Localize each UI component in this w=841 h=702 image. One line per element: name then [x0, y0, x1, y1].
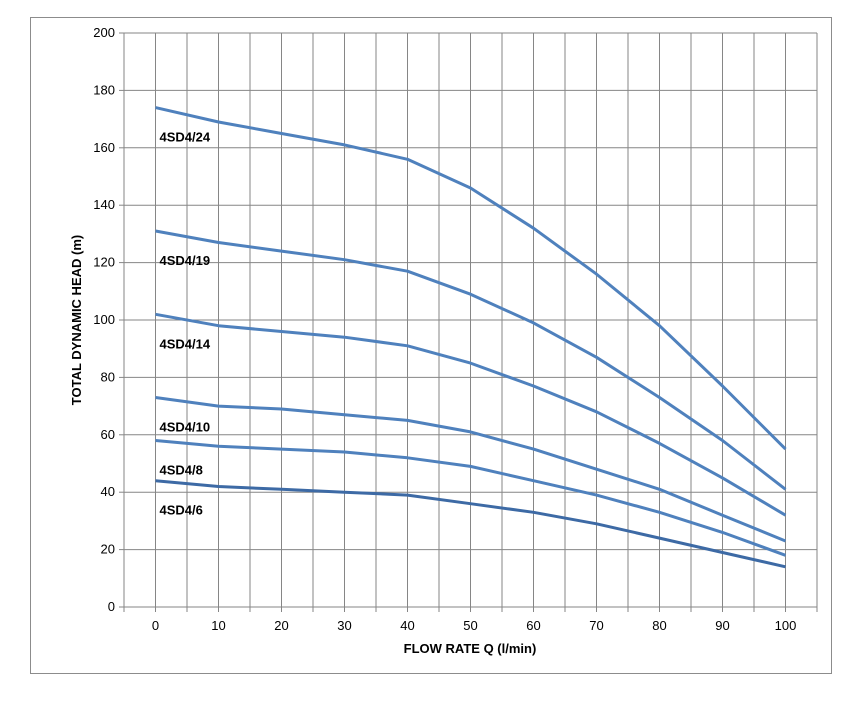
x-tick-label: 90	[715, 618, 729, 633]
series-lines	[155, 106, 787, 569]
x-tick-label: 80	[652, 618, 666, 633]
x-axis-title: FLOW RATE Q (l/min)	[404, 641, 537, 656]
y-tick-label: 140	[93, 197, 115, 212]
series-label: 4SD4/14	[160, 336, 211, 351]
x-tick-label: 20	[274, 618, 288, 633]
y-tick-label: 80	[101, 369, 115, 384]
x-tick-label: 0	[152, 618, 159, 633]
chart-area	[30, 17, 832, 674]
series-line	[155, 439, 787, 557]
series-line	[155, 106, 787, 451]
y-tick-label: 100	[93, 312, 115, 327]
series-label: 4SD4/10	[160, 419, 211, 434]
x-tick-label: 100	[775, 618, 797, 633]
x-tick-label: 60	[526, 618, 540, 633]
series-line	[155, 312, 787, 517]
series-line	[155, 479, 786, 569]
x-tick-label: 70	[589, 618, 603, 633]
series-label: 4SD4/8	[160, 463, 203, 478]
y-tick-label: 60	[101, 427, 115, 442]
y-tick-label: 160	[93, 140, 115, 155]
y-tick-label: 40	[101, 484, 115, 499]
x-tick-label: 40	[400, 618, 414, 633]
series-label: 4SD4/24	[160, 130, 211, 145]
y-tick-label: 120	[93, 255, 115, 270]
y-tick-label: 200	[93, 25, 115, 40]
axes: 0 20 40 60 80 100 120 140 160 180 200 0 10 20 30 40 50 60…	[93, 25, 818, 633]
x-tick-label: 50	[463, 618, 477, 633]
gridlines	[123, 32, 818, 608]
y-tick-label: 180	[93, 82, 115, 97]
y-axis-title: TOTAL DYNAMIC HEAD (m)	[69, 235, 84, 405]
series-label: 4SD4/6	[160, 503, 203, 518]
y-tick-label: 20	[101, 542, 115, 557]
series-line	[155, 229, 787, 491]
series-line	[155, 396, 787, 543]
x-tick-label: 30	[337, 618, 351, 633]
x-tick-label: 10	[211, 618, 225, 633]
y-tick-label: 0	[108, 599, 115, 614]
series-label: 4SD4/19	[160, 253, 211, 268]
series-labels: 4SD4/24 4SD4/19 4SD4/14 4SD4/10 4SD4/8 4SD4/6	[160, 130, 211, 518]
